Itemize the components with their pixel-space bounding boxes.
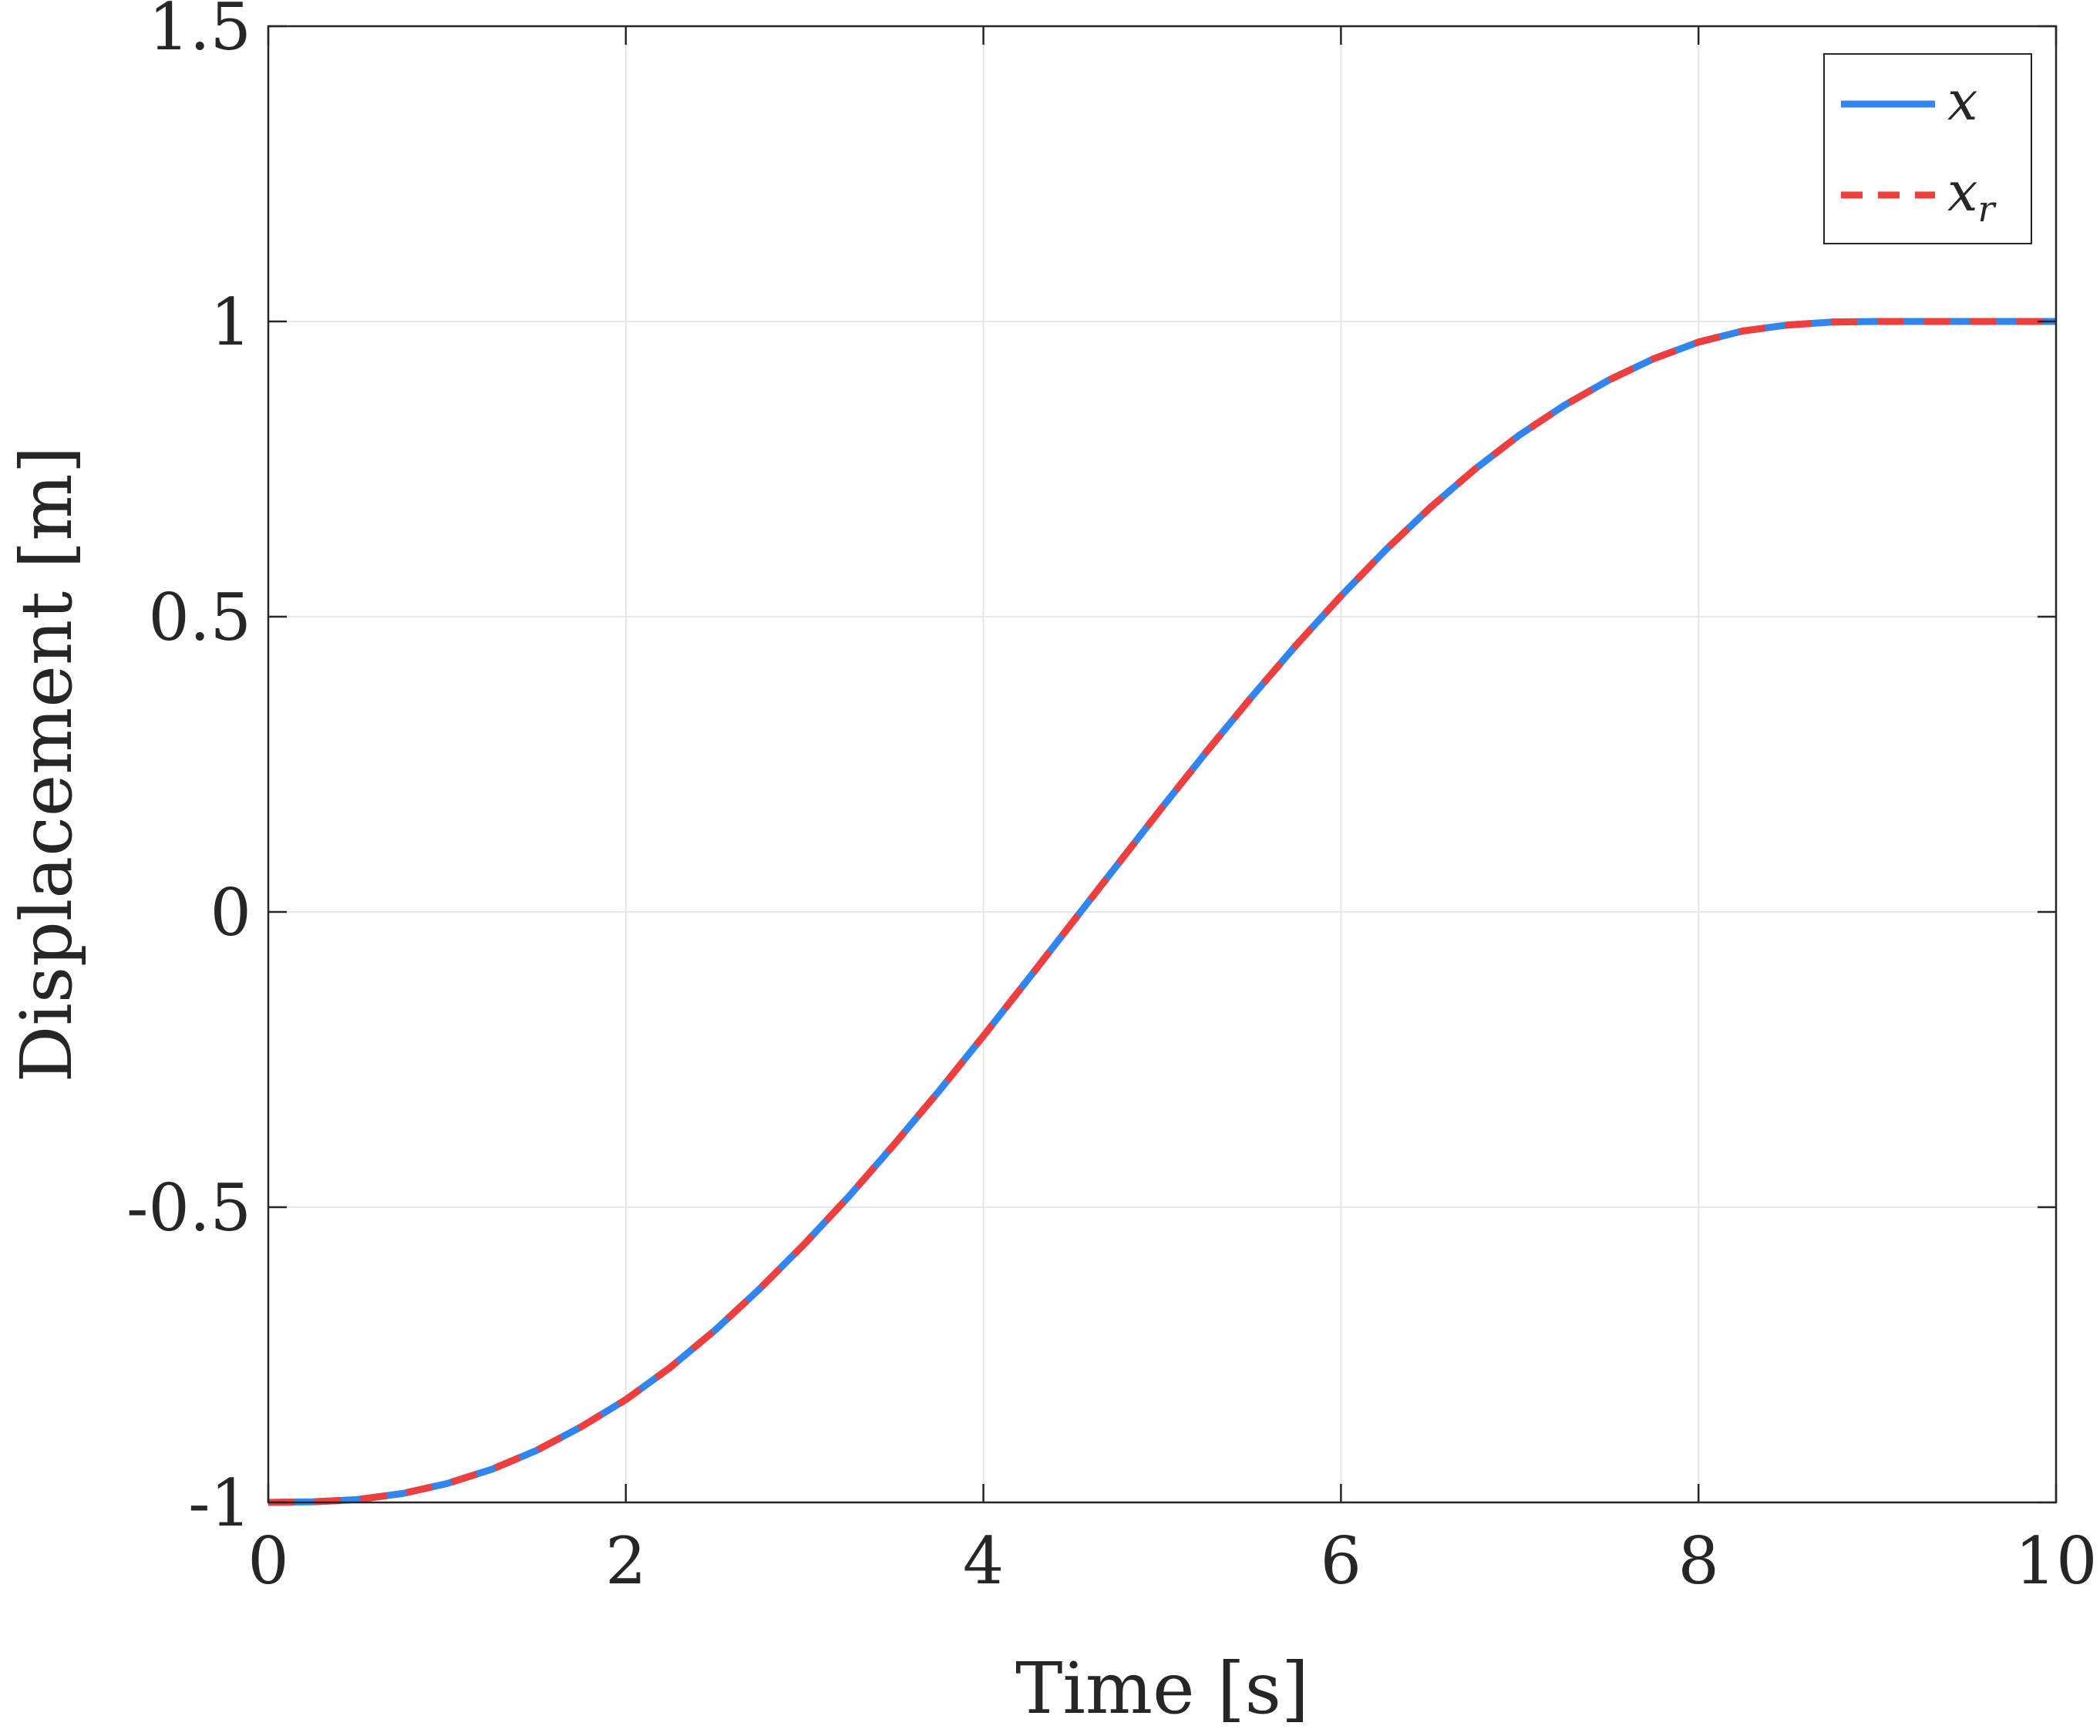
legend-label: x — [1947, 69, 1977, 133]
y-tick-label: -1 — [188, 1465, 251, 1541]
x-tick-label: 8 — [1678, 1523, 1718, 1599]
x-tick-label: 10 — [2015, 1523, 2098, 1599]
y-axis-label: Displacement [m] — [5, 446, 88, 1083]
series-line-xr — [268, 318, 2056, 1506]
x-tick-labels: 0 2 4 6 8 10 — [247, 1523, 2097, 1599]
axis-ticks — [267, 25, 2058, 1504]
x-axis-label: Time [s] — [1015, 1647, 1309, 1730]
legend: x xr — [1823, 53, 2032, 244]
legend-box — [1823, 53, 2032, 244]
x-tick-label: 6 — [1321, 1523, 1361, 1599]
x-tick-label: 2 — [605, 1523, 646, 1599]
y-tick-label: -0.5 — [126, 1170, 251, 1246]
plot-series — [268, 318, 2056, 1506]
axes-frame — [267, 25, 2058, 1504]
legend-label: xr — [1947, 160, 1997, 230]
y-tick-label: 0.5 — [148, 580, 251, 655]
x-tick-label: 4 — [963, 1523, 1004, 1599]
x-tick-label: 0 — [247, 1523, 288, 1599]
y-tick-label: 0 — [210, 875, 251, 950]
y-tick-label: 1.5 — [148, 0, 251, 65]
y-tick-labels: -1 -0.5 0 0.5 1 1.5 — [126, 0, 251, 1541]
y-tick-label: 1 — [210, 284, 251, 360]
